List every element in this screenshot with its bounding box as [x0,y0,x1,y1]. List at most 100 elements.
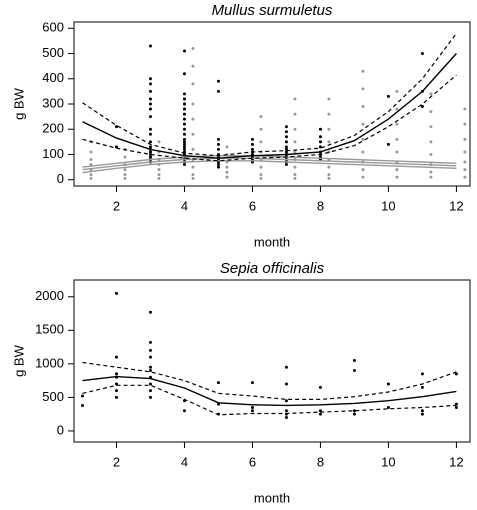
data-point [148,389,152,393]
x-tick-label: 6 [249,198,256,213]
data-point [429,140,433,144]
data-point [250,409,254,413]
data-point [386,382,390,386]
data-point [429,125,433,129]
data-point [157,140,161,144]
data-point [386,405,390,409]
x-tick-label: 6 [249,454,256,469]
data-point [293,165,297,169]
data-point [327,97,331,101]
data-point [148,102,152,106]
data-point [191,117,195,121]
data-point [361,137,365,141]
y-tick-label: 300 [42,95,64,110]
data-point [216,142,220,146]
data-point [327,165,331,169]
data-point [148,348,152,352]
x-tick-label: 10 [381,454,395,469]
data-point [191,165,195,169]
x-axis-label: month [254,490,290,505]
data-point [420,385,424,389]
confidence-line [82,361,457,400]
data-point [148,140,152,144]
data-point [148,150,152,154]
data-point [89,176,93,180]
data-point [318,140,322,144]
data-point [284,135,288,139]
data-point [293,173,297,177]
data-point [429,110,433,114]
data-point [182,163,186,167]
data-point [182,97,186,101]
data-point [395,122,399,126]
data-point [250,405,254,409]
data-point [191,176,195,180]
data-point [395,175,399,179]
data-point [148,365,152,369]
data-point [182,49,186,53]
data-point [89,158,93,162]
data-point [182,122,186,126]
data-point [148,77,152,81]
data-point [148,145,152,149]
data-point [148,369,152,373]
data-point [216,163,220,167]
data-point [191,147,195,151]
data-point [284,409,288,413]
data-point [284,145,288,149]
data-point [259,127,263,131]
data-point [216,147,220,151]
chart-title: Sepia officinalis [220,260,325,277]
data-point [293,112,297,116]
data-point [80,394,84,398]
data-point [148,355,152,359]
y-tick-label: 500 [42,45,64,60]
data-point [420,372,424,376]
data-point [327,127,331,131]
fit-line [82,53,457,159]
data-point [148,395,152,399]
data-point [429,152,433,156]
data-point [352,369,356,373]
data-point [182,142,186,146]
y-tick-label: 1500 [35,322,64,337]
data-point [284,130,288,134]
x-tick-label: 2 [113,454,120,469]
data-point [148,340,152,344]
data-point [114,372,118,376]
data-point [182,409,186,413]
data-point [429,170,433,174]
data-point [216,79,220,83]
data-point [318,135,322,139]
x-tick-label: 12 [449,454,463,469]
confidence-line [82,74,457,162]
data-point [114,355,118,359]
chart-title: Mullus surmuletus [212,2,333,19]
data-point [182,117,186,121]
data-point [123,173,127,177]
data-point [361,150,365,154]
data-point [463,150,467,154]
data-point [463,160,467,164]
data-point [361,175,365,179]
data-point [216,165,220,169]
data-point [114,145,118,149]
data-point [123,176,127,180]
fit-line [82,375,457,407]
data-point [114,389,118,393]
data-point [225,145,229,149]
confidence-line [82,384,457,416]
data-point [284,416,288,420]
data-point [463,122,467,126]
data-point [420,409,424,413]
data-point [191,173,195,177]
data-point [284,163,288,167]
data-point [157,168,161,172]
data-point [352,358,356,362]
x-tick-label: 4 [181,198,188,213]
data-point [259,140,263,144]
data-point [352,409,356,413]
data-point [318,412,322,416]
y-axis-label: g BW [11,344,26,377]
